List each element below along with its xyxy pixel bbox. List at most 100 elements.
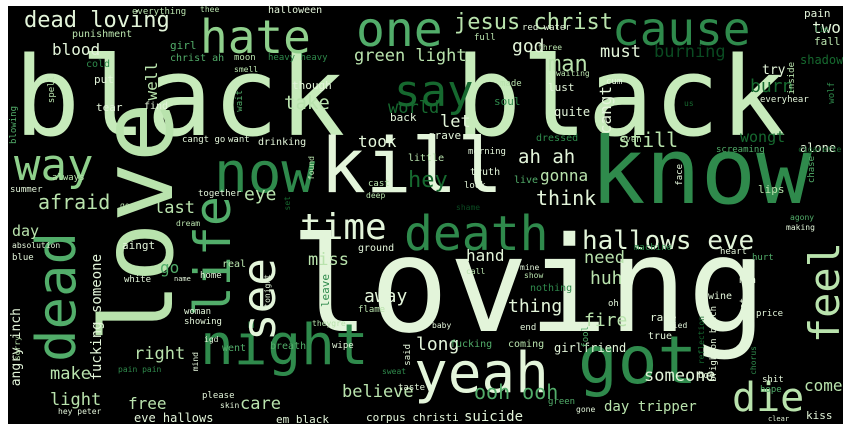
word: baby (432, 321, 452, 330)
word: girlfriend (554, 341, 627, 355)
word: huh (590, 268, 623, 289)
word: though (292, 79, 332, 92)
word: inside (787, 62, 797, 95)
word: gonna (540, 166, 589, 185)
word: making (786, 223, 815, 232)
word: well (142, 62, 161, 101)
word: everything (132, 7, 187, 17)
word: tonight (263, 274, 272, 308)
word: lust (548, 81, 575, 94)
word: black (14, 33, 346, 161)
word: showing (184, 317, 222, 327)
word: lips (758, 183, 785, 196)
word: make (50, 364, 91, 384)
word: tear (96, 101, 123, 114)
word: please (202, 391, 235, 401)
word: must (600, 42, 641, 62)
word: nothing (530, 283, 573, 294)
word: fucking (450, 339, 493, 350)
word: lost (739, 298, 749, 320)
word: punishment (72, 29, 133, 40)
word: cause (612, 6, 751, 56)
word: pain (804, 7, 831, 20)
word: die (732, 375, 805, 421)
word: eye (244, 184, 277, 205)
word: fall (814, 35, 841, 48)
word: care (240, 394, 281, 414)
word: real (222, 259, 247, 270)
word: clear (768, 415, 790, 423)
word: come (804, 376, 843, 395)
word: go (160, 258, 180, 277)
word: eve hallows (134, 411, 214, 424)
word: someone (644, 366, 716, 386)
word: full (474, 33, 496, 43)
word: truth (470, 167, 501, 178)
word: cigarette (798, 145, 842, 154)
word: hey (408, 168, 448, 193)
word: red water (522, 23, 571, 33)
word: true (648, 331, 673, 342)
word: feel (800, 242, 843, 344)
word: ah ah (518, 146, 576, 168)
word: agony (790, 213, 815, 222)
word: wipe (332, 341, 354, 351)
word: sorry (13, 336, 22, 361)
word: boy (698, 371, 715, 381)
word: end (520, 323, 537, 333)
word: fool (581, 326, 591, 348)
word: took (358, 132, 397, 151)
word: ground (358, 243, 395, 254)
word: free (128, 394, 167, 413)
word: oh (608, 299, 619, 309)
word: believe (342, 382, 414, 402)
word: white (124, 275, 152, 285)
word: wine (708, 291, 733, 302)
word: kiss (806, 409, 833, 422)
word: machine (634, 243, 672, 253)
word: think (536, 186, 597, 210)
word: good (120, 201, 140, 210)
word: price (756, 309, 784, 319)
word: got (578, 322, 698, 399)
word: day tripper (604, 399, 697, 415)
word: see (232, 258, 286, 342)
word: shadow (800, 53, 843, 67)
word: blood (52, 40, 101, 59)
word: face (675, 164, 685, 186)
word: hope (760, 385, 782, 395)
word: death (404, 206, 549, 262)
word: deep (366, 191, 386, 200)
word: green (548, 397, 576, 407)
word: loving (290, 209, 767, 363)
word: screaming (716, 145, 765, 155)
word: three (538, 43, 563, 52)
word: girl (170, 39, 197, 52)
word: back (390, 111, 417, 124)
word: want (228, 135, 250, 145)
word: black (455, 33, 787, 161)
word: blue (12, 253, 34, 263)
word: spell (47, 76, 57, 104)
word: heart (720, 247, 748, 257)
word: heavy heavy (268, 53, 328, 63)
word: burning (654, 42, 726, 62)
word: cold (86, 59, 111, 70)
word: halloween (268, 6, 323, 16)
word: wongt (740, 128, 786, 146)
word: say (394, 66, 474, 117)
word: dressed (536, 133, 579, 144)
word: hey peter (58, 407, 102, 416)
word: dead loving (24, 8, 170, 33)
word: hallows eve (582, 226, 755, 256)
word: put (94, 73, 114, 86)
word: take (284, 92, 330, 114)
word: last (154, 198, 195, 218)
word: cangt (596, 86, 615, 135)
word: mind (191, 352, 200, 372)
word: thing (508, 296, 563, 317)
word: sweat (382, 367, 407, 376)
word: now (214, 141, 316, 206)
word: suicide (464, 409, 524, 424)
word: still (618, 128, 679, 152)
